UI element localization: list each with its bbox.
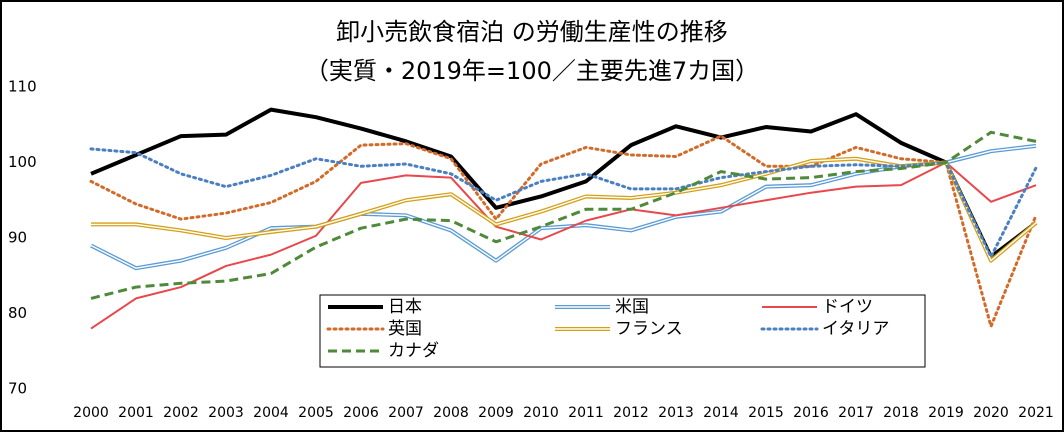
x-tick-label: 2018 — [883, 405, 919, 421]
legend-label: ドイツ — [822, 297, 873, 317]
y-tick-label: 100 — [8, 153, 37, 171]
x-tick-label: 2003 — [208, 405, 244, 421]
x-tick-label: 2021 — [1018, 405, 1054, 421]
legend-label: 英国 — [388, 319, 422, 339]
x-tick-label: 2020 — [973, 405, 1009, 421]
x-tick-label: 2006 — [343, 405, 379, 421]
x-tick-label: 2016 — [793, 405, 829, 421]
x-tick-label: 2012 — [613, 405, 649, 421]
x-tick-label: 2005 — [298, 405, 334, 421]
series-line — [90, 107, 1038, 259]
series-line — [91, 158, 1037, 262]
legend-label: フランス — [615, 319, 683, 339]
y-tick-label: 80 — [8, 304, 27, 322]
x-tick-label: 2002 — [163, 405, 199, 421]
legend-box — [319, 294, 926, 368]
series-line — [89, 134, 1038, 328]
x-tick-label: 2007 — [388, 405, 424, 421]
legend-label: 日本 — [388, 297, 422, 317]
x-tick-label: 2019 — [928, 405, 964, 421]
x-tick-label: 2010 — [523, 405, 559, 421]
series-line — [89, 147, 1038, 259]
x-tick-label: 2009 — [478, 405, 514, 421]
series-line — [90, 161, 1037, 330]
x-tick-label: 2004 — [253, 405, 289, 421]
chart-title: 卸小売飲食宿泊 の労働生産性の推移 — [336, 18, 728, 46]
legend-label: カナダ — [388, 341, 439, 361]
x-tick-label: 2001 — [118, 405, 154, 421]
y-tick-label: 70 — [8, 380, 27, 398]
x-tick-label: 2017 — [838, 405, 874, 421]
x-tick-label: 2013 — [658, 405, 694, 421]
legend-label: イタリア — [822, 319, 889, 339]
series-line — [90, 130, 1037, 300]
x-tick-label: 2008 — [433, 405, 469, 421]
x-tick-label: 2000 — [73, 405, 109, 421]
chart-subtitle: （実質・2019年=100／主要先進7カ国） — [305, 57, 759, 85]
y-tick-label: 90 — [8, 229, 27, 247]
x-tick-label: 2014 — [703, 405, 739, 421]
x-tick-label: 2015 — [748, 405, 784, 421]
x-tick-label: 2011 — [568, 405, 604, 421]
legend-label: 米国 — [615, 297, 649, 317]
y-tick-label: 110 — [8, 78, 37, 96]
